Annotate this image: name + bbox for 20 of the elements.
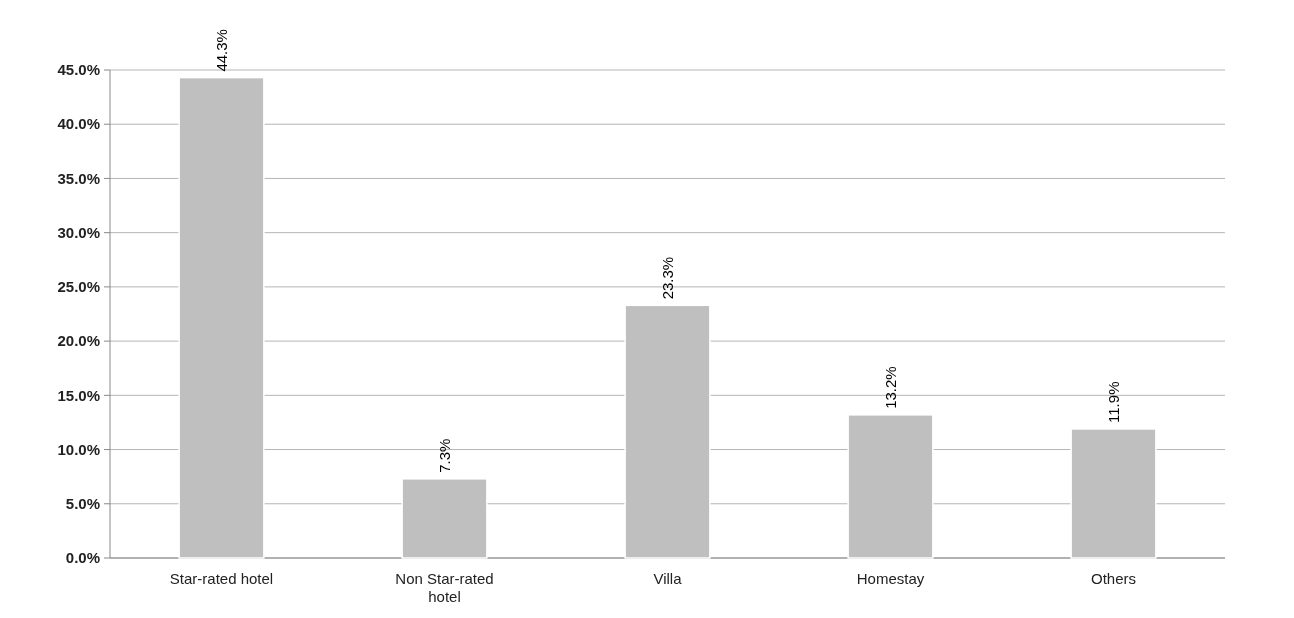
y-tick-label: 5.0% — [65, 495, 100, 513]
y-tick-label: 30.0% — [57, 223, 100, 241]
y-tick-label: 20.0% — [57, 332, 100, 350]
x-tick-label: Homestay — [856, 570, 925, 587]
data-label: 44.3% — [212, 29, 230, 72]
y-tick-label: 40.0% — [57, 115, 100, 133]
data-label: 11.9% — [1104, 381, 1122, 423]
y-tick-label: 25.0% — [57, 278, 100, 296]
data-label: 13.2% — [881, 366, 899, 409]
x-tick-label: Villa — [653, 570, 683, 587]
y-tick-label: 35.0% — [57, 169, 100, 187]
y-tick-label: 10.0% — [57, 440, 100, 458]
y-tick-label: 15.0% — [57, 386, 100, 404]
data-label: 23.3% — [658, 256, 676, 300]
data-label: 7.3% — [435, 438, 453, 473]
x-tick-label: Star-rated hotel — [169, 570, 274, 587]
x-tick-label: Non Star-rated hotel — [395, 570, 494, 605]
y-tick-label: 0.0% — [65, 549, 100, 567]
x-tick-label: Others — [1090, 570, 1137, 587]
y-tick-label: 45.0% — [57, 61, 100, 79]
